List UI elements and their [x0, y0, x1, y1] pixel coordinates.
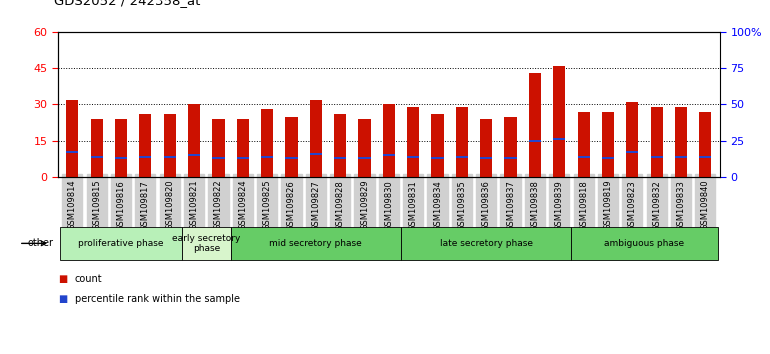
Bar: [60, 227, 182, 260]
Bar: [401, 227, 571, 260]
Bar: [139, 156, 152, 158]
Text: early secretory
phase: early secretory phase: [172, 234, 240, 253]
Text: GDS2052 / 242358_at: GDS2052 / 242358_at: [54, 0, 200, 7]
Bar: [188, 104, 200, 177]
Text: ambiguous phase: ambiguous phase: [604, 239, 685, 248]
Bar: [456, 156, 468, 158]
Bar: [286, 157, 297, 159]
Bar: [115, 157, 127, 159]
Bar: [651, 156, 663, 158]
Bar: [553, 66, 565, 177]
Bar: [188, 154, 200, 156]
Bar: [358, 119, 370, 177]
Bar: [431, 114, 444, 177]
Bar: [602, 112, 614, 177]
Bar: [675, 156, 687, 158]
Bar: [66, 151, 79, 153]
Bar: [261, 156, 273, 158]
Text: late secretory phase: late secretory phase: [440, 239, 533, 248]
Bar: [164, 156, 176, 158]
Bar: [66, 99, 79, 177]
Text: proliferative phase: proliferative phase: [79, 239, 164, 248]
Bar: [139, 114, 152, 177]
Bar: [358, 157, 370, 159]
Text: mid secretory phase: mid secretory phase: [270, 239, 362, 248]
Text: ■: ■: [58, 274, 67, 284]
Bar: [310, 153, 322, 155]
Text: percentile rank within the sample: percentile rank within the sample: [75, 294, 239, 304]
Bar: [310, 99, 322, 177]
Bar: [651, 107, 663, 177]
Bar: [383, 104, 395, 177]
Bar: [383, 154, 395, 156]
Bar: [286, 116, 297, 177]
Bar: [626, 151, 638, 153]
Bar: [529, 73, 541, 177]
Bar: [213, 157, 225, 159]
Bar: [480, 119, 492, 177]
Bar: [164, 114, 176, 177]
Bar: [236, 119, 249, 177]
Bar: [553, 138, 565, 140]
Bar: [578, 156, 590, 158]
Bar: [480, 157, 492, 159]
Bar: [334, 157, 346, 159]
Bar: [213, 119, 225, 177]
Bar: [699, 112, 711, 177]
Bar: [261, 109, 273, 177]
Bar: [504, 157, 517, 159]
Bar: [456, 107, 468, 177]
Bar: [602, 157, 614, 159]
Bar: [504, 116, 517, 177]
Bar: [91, 156, 102, 158]
Bar: [115, 119, 127, 177]
Bar: [675, 107, 687, 177]
Bar: [571, 227, 718, 260]
Bar: [182, 227, 230, 260]
Bar: [578, 112, 590, 177]
Bar: [529, 140, 541, 142]
Bar: [407, 107, 420, 177]
Bar: [236, 157, 249, 159]
Bar: [334, 114, 346, 177]
Bar: [699, 156, 711, 158]
Bar: [407, 156, 420, 158]
Text: ■: ■: [58, 294, 67, 304]
Text: other: other: [28, 238, 54, 249]
Bar: [91, 119, 102, 177]
Bar: [431, 157, 444, 159]
Bar: [230, 227, 401, 260]
Text: count: count: [75, 274, 102, 284]
Bar: [626, 102, 638, 177]
